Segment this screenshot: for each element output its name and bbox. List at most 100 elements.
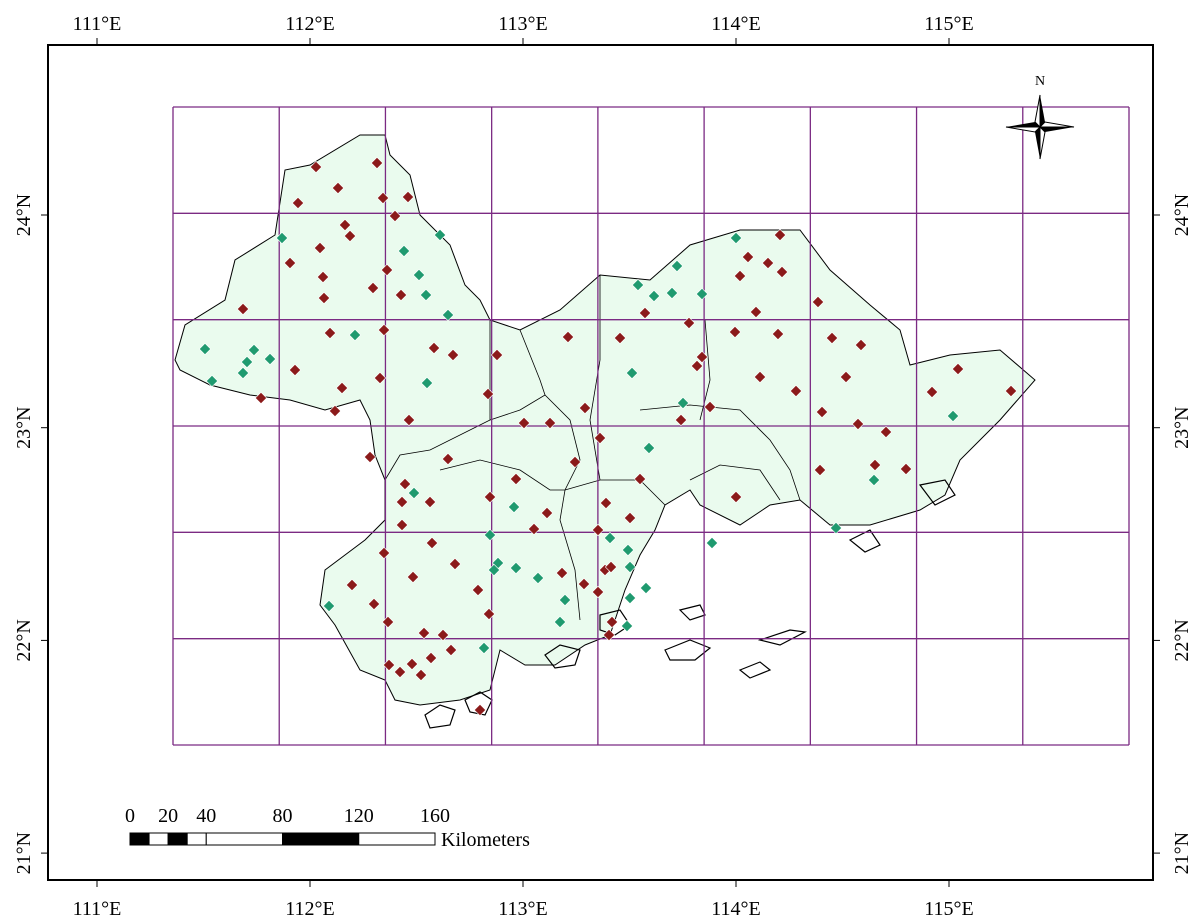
station bbox=[568, 455, 582, 469]
station bbox=[412, 268, 426, 282]
lon-label: 115°E bbox=[924, 13, 973, 35]
station bbox=[373, 371, 387, 385]
station bbox=[397, 244, 411, 258]
lon-label: 112°E bbox=[285, 898, 334, 918]
station bbox=[427, 341, 441, 355]
station bbox=[670, 259, 684, 273]
station bbox=[417, 626, 431, 640]
station bbox=[316, 270, 330, 284]
station bbox=[578, 401, 592, 415]
station bbox=[441, 452, 455, 466]
station bbox=[309, 160, 323, 174]
lat-label: 22°N bbox=[13, 619, 35, 661]
station bbox=[705, 536, 719, 550]
station bbox=[591, 523, 605, 537]
land-area bbox=[174, 134, 1036, 706]
station bbox=[771, 327, 785, 341]
station bbox=[749, 305, 763, 319]
lon-label: 113°E bbox=[498, 898, 547, 918]
lon-label: 111°E bbox=[73, 13, 122, 35]
station bbox=[638, 306, 652, 320]
station bbox=[377, 546, 391, 560]
station bbox=[625, 366, 639, 380]
station bbox=[398, 477, 412, 491]
north-arrow: N bbox=[1005, 74, 1075, 160]
station bbox=[775, 265, 789, 279]
station bbox=[729, 490, 743, 504]
station bbox=[405, 657, 419, 671]
station bbox=[382, 658, 396, 672]
station bbox=[540, 506, 554, 520]
station bbox=[631, 278, 645, 292]
lon-label: 111°E bbox=[73, 898, 122, 918]
station bbox=[879, 425, 893, 439]
station bbox=[605, 615, 619, 629]
lon-label: 114°E bbox=[711, 898, 760, 918]
station bbox=[363, 450, 377, 464]
lon-label: 114°E bbox=[711, 13, 760, 35]
station bbox=[613, 331, 627, 345]
station bbox=[621, 543, 635, 557]
scale-segment bbox=[129, 832, 150, 846]
station bbox=[338, 218, 352, 232]
station bbox=[441, 308, 455, 322]
scale-label: 0 bbox=[125, 805, 135, 827]
station bbox=[728, 325, 742, 339]
station bbox=[407, 486, 421, 500]
station bbox=[623, 511, 637, 525]
station bbox=[313, 241, 327, 255]
station bbox=[899, 462, 913, 476]
station bbox=[419, 288, 433, 302]
station bbox=[263, 352, 277, 366]
station bbox=[348, 328, 362, 342]
station bbox=[335, 381, 349, 395]
scale-segment bbox=[186, 832, 207, 846]
station bbox=[733, 269, 747, 283]
station bbox=[593, 431, 607, 445]
station bbox=[623, 560, 637, 574]
station bbox=[376, 191, 390, 205]
lon-label: 115°E bbox=[924, 898, 973, 918]
station bbox=[604, 560, 618, 574]
station bbox=[471, 583, 485, 597]
station bbox=[414, 668, 428, 682]
station bbox=[813, 463, 827, 477]
station bbox=[490, 348, 504, 362]
station bbox=[366, 281, 380, 295]
station bbox=[851, 417, 865, 431]
station bbox=[406, 570, 420, 584]
station bbox=[395, 518, 409, 532]
station bbox=[682, 316, 696, 330]
station bbox=[555, 566, 569, 580]
station bbox=[402, 413, 416, 427]
station bbox=[393, 665, 407, 679]
station bbox=[331, 181, 345, 195]
station bbox=[527, 522, 541, 536]
graticule bbox=[172, 106, 1130, 746]
scale-label: 160 bbox=[420, 805, 450, 827]
station bbox=[420, 376, 434, 390]
station bbox=[925, 385, 939, 399]
station bbox=[603, 531, 617, 545]
station bbox=[558, 593, 572, 607]
station bbox=[240, 355, 254, 369]
station bbox=[343, 229, 357, 243]
station bbox=[388, 209, 402, 223]
scale-segment bbox=[148, 832, 169, 846]
station bbox=[473, 703, 487, 717]
station bbox=[620, 619, 634, 633]
lat-label: 21°N bbox=[13, 832, 35, 874]
station bbox=[665, 286, 679, 300]
station bbox=[753, 370, 767, 384]
station bbox=[482, 607, 496, 621]
station bbox=[288, 363, 302, 377]
station bbox=[815, 405, 829, 419]
station bbox=[561, 330, 575, 344]
station bbox=[811, 295, 825, 309]
scale-label: 40 bbox=[196, 805, 216, 827]
scale-segment bbox=[358, 832, 436, 846]
station bbox=[839, 370, 853, 384]
station bbox=[1004, 384, 1018, 398]
